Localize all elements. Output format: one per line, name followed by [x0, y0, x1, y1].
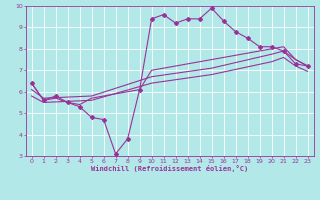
- X-axis label: Windchill (Refroidissement éolien,°C): Windchill (Refroidissement éolien,°C): [91, 165, 248, 172]
